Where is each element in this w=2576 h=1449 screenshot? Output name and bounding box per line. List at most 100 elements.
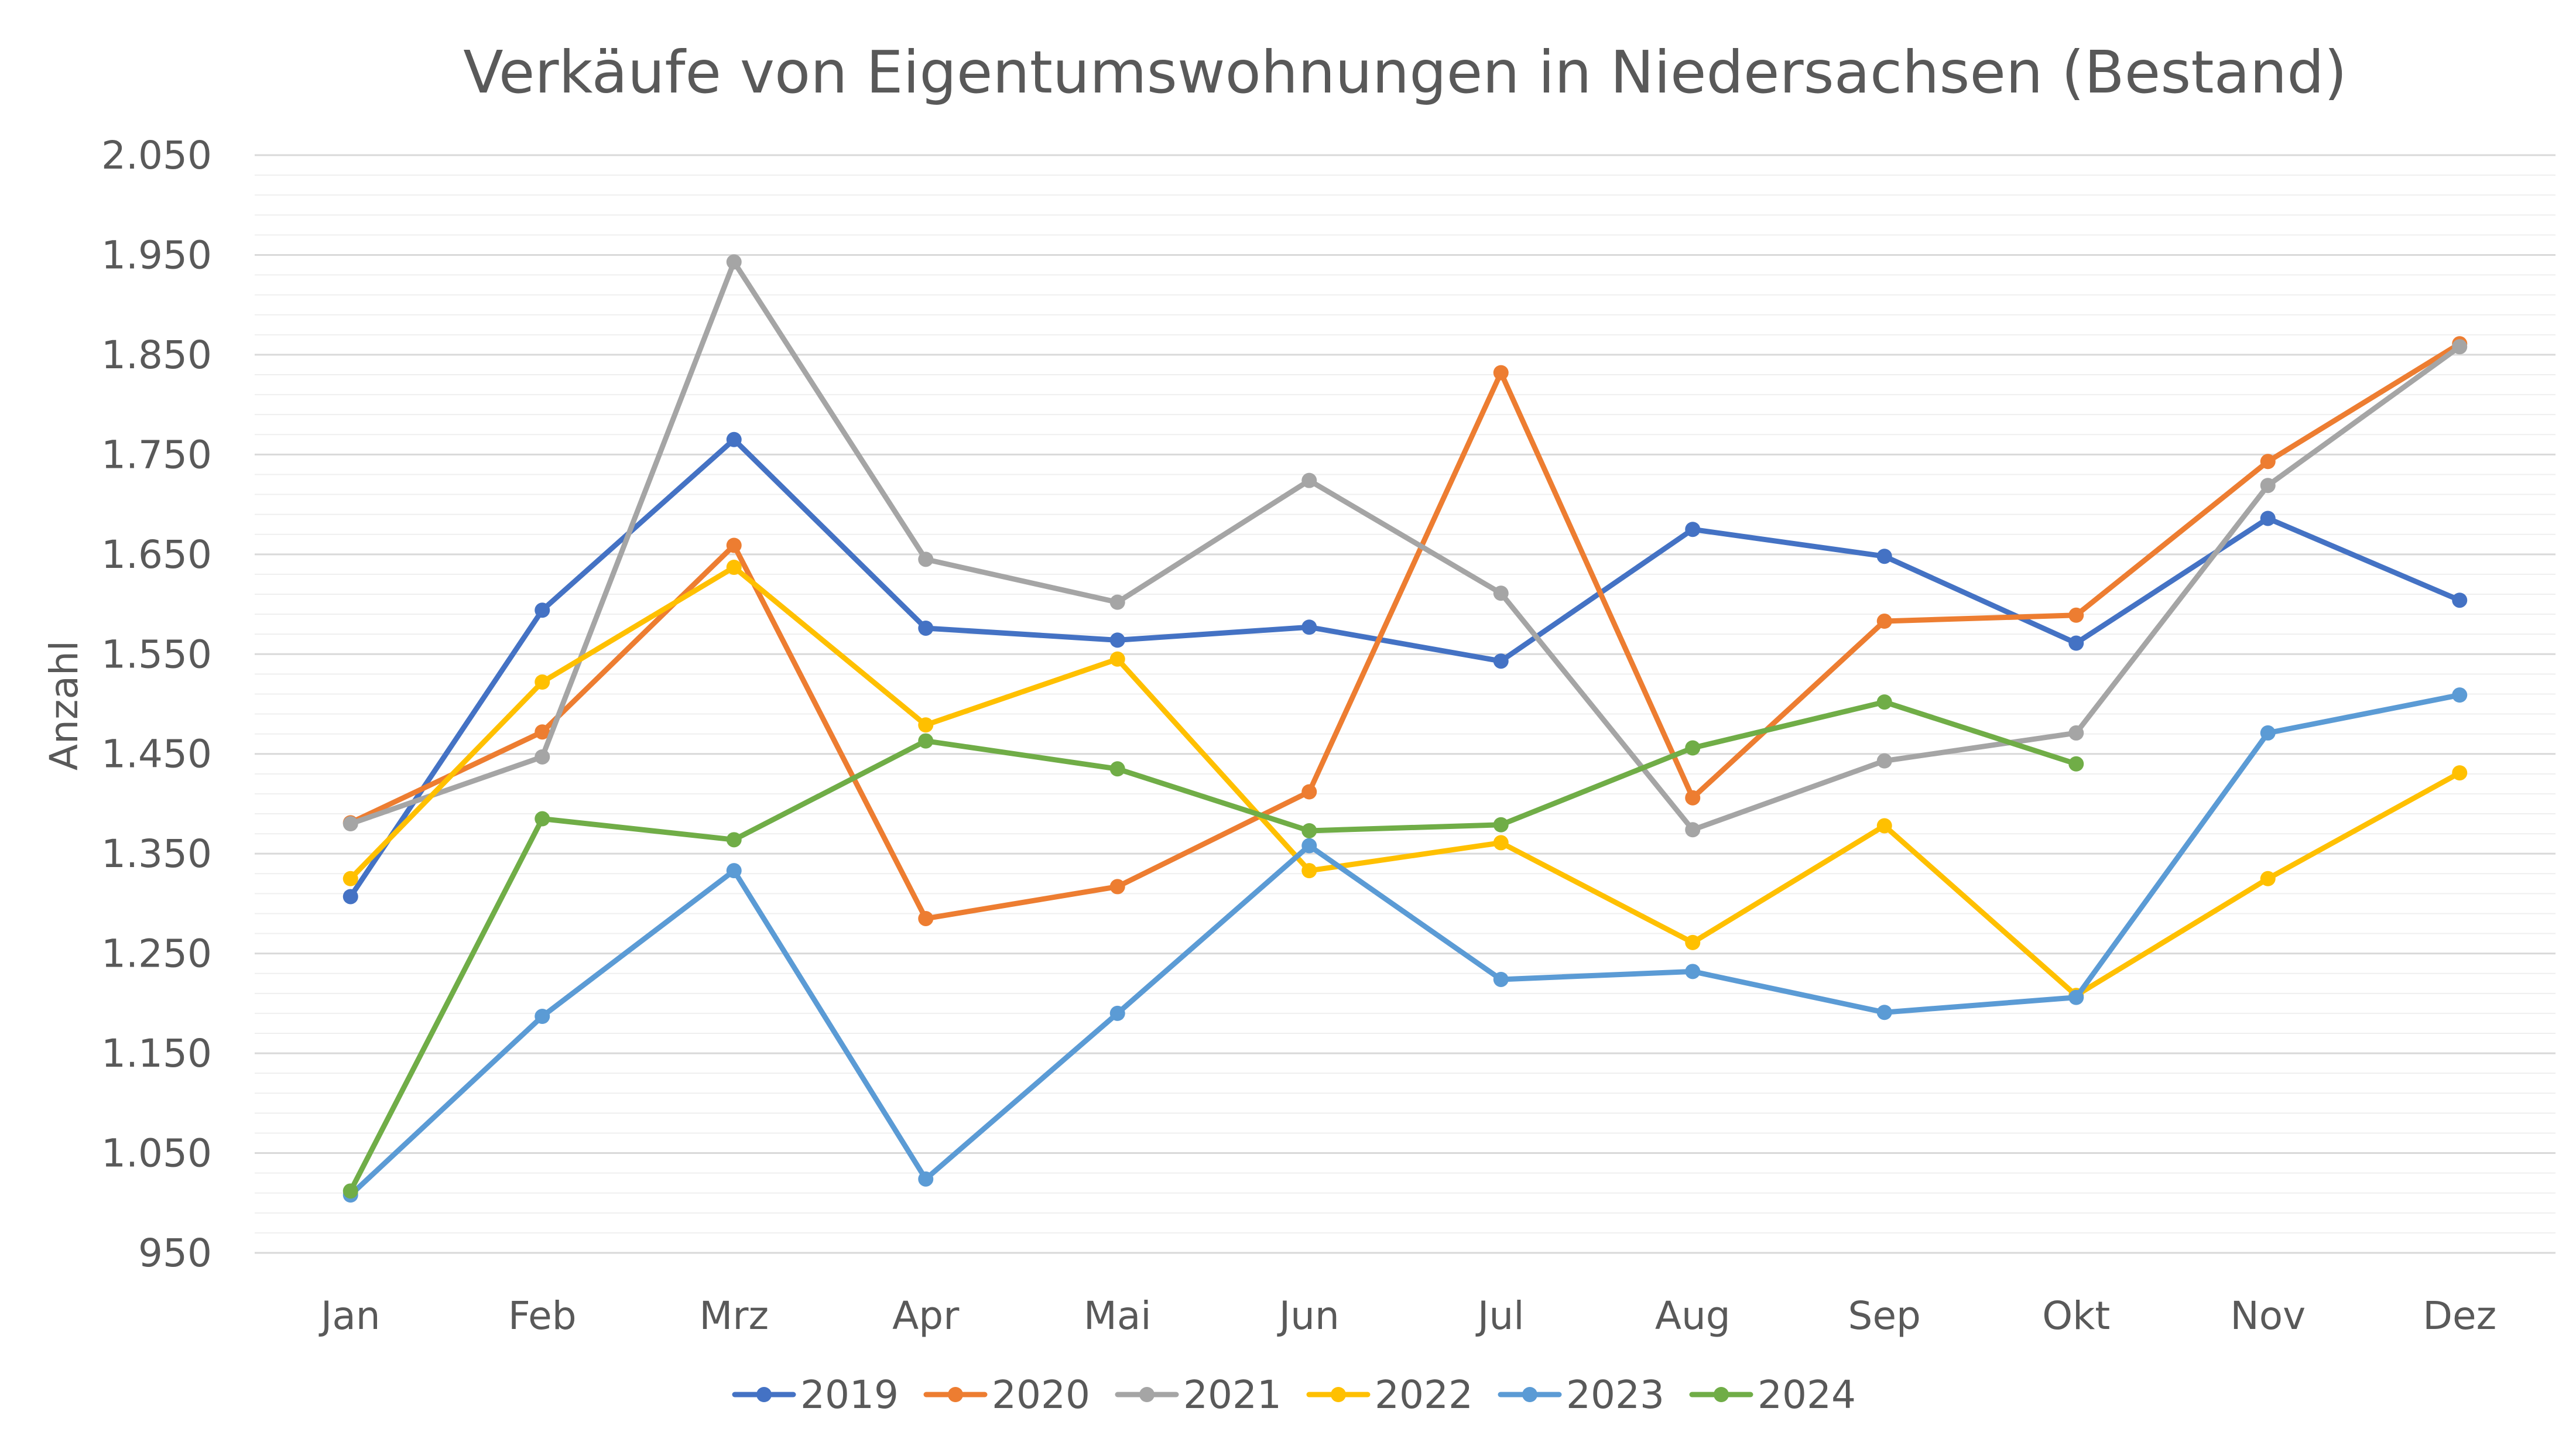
- data-point: [1493, 653, 1509, 669]
- data-point: [535, 811, 550, 827]
- data-point: [342, 871, 358, 886]
- data-point: [1493, 585, 1509, 601]
- series-lines: [342, 254, 2468, 1203]
- x-tick-label: Mrz: [699, 1293, 769, 1338]
- y-tick-label: 1.550: [101, 632, 212, 677]
- data-point: [1876, 818, 1892, 834]
- y-tick-label: 2.050: [101, 133, 212, 178]
- y-tick-label: 1.250: [101, 931, 212, 977]
- data-point: [2068, 635, 2084, 651]
- x-tick-label: Jan: [318, 1293, 381, 1338]
- data-point: [1876, 694, 1892, 710]
- y-tick-label: 1.350: [101, 831, 212, 876]
- data-point: [2452, 765, 2468, 781]
- series-line: [348, 259, 2462, 833]
- x-tick-label: Nov: [2230, 1293, 2306, 1338]
- data-point: [1109, 594, 1125, 610]
- legend-label: 2022: [1375, 1372, 1473, 1417]
- data-point: [1109, 632, 1125, 648]
- data-point: [1876, 614, 1892, 629]
- x-tick-label: Dez: [2423, 1293, 2496, 1338]
- data-point: [1109, 761, 1125, 777]
- data-point: [342, 816, 358, 832]
- data-point: [1685, 964, 1701, 979]
- legend-label: 2023: [1566, 1372, 1664, 1417]
- legend-swatch-marker: [1139, 1387, 1155, 1402]
- legend-swatch-marker: [756, 1387, 772, 1402]
- legend-item: 2020: [923, 1372, 1090, 1417]
- data-point: [1685, 740, 1701, 756]
- data-point: [726, 254, 742, 270]
- data-point: [726, 431, 742, 447]
- data-point: [1109, 879, 1125, 895]
- y-axis-label: Anzahl: [42, 640, 87, 770]
- data-point: [2260, 871, 2276, 886]
- data-point: [1493, 835, 1509, 851]
- x-tick-label: Okt: [2042, 1293, 2110, 1338]
- data-point: [918, 733, 934, 749]
- legend-swatch-marker: [1714, 1387, 1729, 1402]
- legend: 2019 2020 2021 2022 2023 2024: [732, 1372, 1856, 1417]
- data-point: [1301, 838, 1317, 854]
- data-point: [535, 674, 550, 690]
- data-point: [918, 717, 934, 733]
- data-point: [342, 889, 358, 905]
- legend-item: 2022: [1306, 1372, 1473, 1417]
- y-tick-label: 1.750: [101, 432, 212, 477]
- x-tick-label: Apr: [892, 1293, 960, 1338]
- series-2022: [342, 559, 2468, 1003]
- data-point: [1109, 1005, 1125, 1021]
- y-tick-label: 1.150: [101, 1031, 212, 1076]
- data-point: [2452, 339, 2468, 355]
- data-point: [1301, 823, 1317, 838]
- series-line: [348, 699, 2079, 1194]
- series-2024: [342, 694, 2084, 1199]
- y-tick-label: 1.950: [101, 232, 212, 278]
- data-point: [918, 1171, 934, 1187]
- data-point: [342, 1183, 358, 1199]
- x-axis-ticks: Jan Feb Mrz Apr Mai Jun Jul Aug Sep Okt Nov Dez: [318, 1293, 2496, 1338]
- y-tick-label: 1.850: [101, 333, 212, 378]
- series-line: [348, 692, 2462, 1198]
- data-point: [2068, 725, 2084, 741]
- series-line: [348, 564, 2462, 998]
- data-point: [535, 602, 550, 618]
- data-point: [2260, 725, 2276, 741]
- x-tick-label: Mai: [1084, 1293, 1152, 1338]
- data-point: [726, 863, 742, 879]
- legend-item: 2023: [1498, 1372, 1664, 1417]
- series-2023: [342, 687, 2468, 1203]
- data-point: [2260, 478, 2276, 494]
- data-point: [1301, 863, 1317, 879]
- legend-label: 2019: [800, 1372, 899, 1417]
- data-point: [1876, 753, 1892, 769]
- data-point: [726, 559, 742, 575]
- data-point: [1301, 784, 1317, 800]
- x-tick-label: Jun: [1277, 1293, 1340, 1338]
- y-tick-label: 1.650: [101, 532, 212, 577]
- legend-swatch-marker: [1522, 1387, 1537, 1402]
- y-axis-ticks: 950 1.050 1.150 1.250 1.350 1.450 1.550 1.650 1.…: [101, 133, 212, 1276]
- y-tick-label: 950: [138, 1231, 212, 1276]
- data-point: [2068, 756, 2084, 772]
- data-point: [2452, 687, 2468, 703]
- data-point: [1685, 522, 1701, 537]
- data-point: [535, 749, 550, 765]
- data-point: [1493, 971, 1509, 987]
- data-point: [1109, 651, 1125, 667]
- y-tick-label: 1.450: [101, 732, 212, 777]
- x-tick-label: Feb: [508, 1293, 577, 1338]
- data-point: [1876, 1005, 1892, 1020]
- y-tick-label: 1.050: [101, 1131, 212, 1176]
- data-point: [535, 1009, 550, 1025]
- data-point: [918, 551, 934, 567]
- x-tick-label: Sep: [1848, 1293, 1921, 1338]
- data-point: [2260, 511, 2276, 526]
- x-tick-label: Jul: [1475, 1293, 1525, 1338]
- data-point: [1876, 549, 1892, 564]
- data-point: [1493, 817, 1509, 833]
- data-point: [1685, 934, 1701, 950]
- legend-label: 2020: [992, 1372, 1090, 1417]
